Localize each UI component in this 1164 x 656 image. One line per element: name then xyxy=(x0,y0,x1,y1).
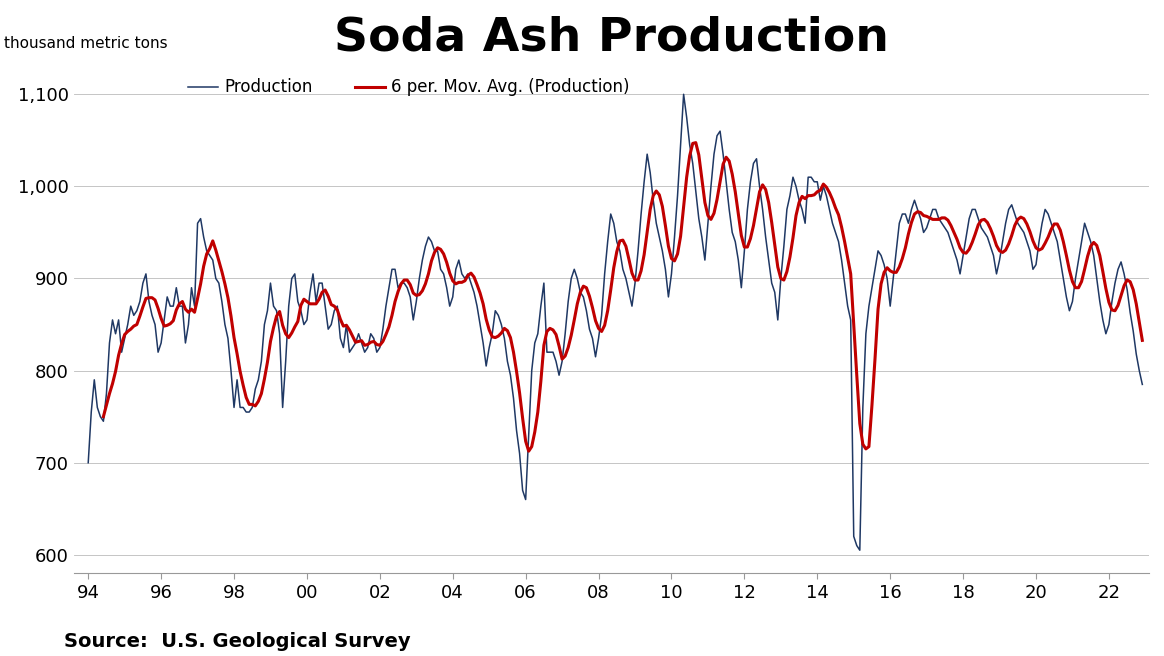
Line: 6 per. Mov. Avg. (Production): 6 per. Mov. Avg. (Production) xyxy=(104,142,1142,451)
Production xyxy=(580,307,594,315)
Text: thousand metric tons: thousand metric tons xyxy=(3,36,168,51)
6 per. Mov. Avg. (Production) xyxy=(461,272,475,279)
6 per. Mov. Avg. (Production) xyxy=(580,284,594,292)
Line: Production: Production xyxy=(88,94,1142,550)
Legend: Production, 6 per. Mov. Avg. (Production): Production, 6 per. Mov. Avg. (Production… xyxy=(182,72,637,103)
Production xyxy=(853,546,867,554)
Production xyxy=(646,196,660,204)
6 per. Mov. Avg. (Production) xyxy=(412,291,426,298)
6 per. Mov. Avg. (Production) xyxy=(646,192,660,199)
Title: Soda Ash Production: Soda Ash Production xyxy=(334,15,889,60)
Production xyxy=(1135,380,1149,388)
Text: Source:  U.S. Geological Survey: Source: U.S. Geological Survey xyxy=(64,632,411,651)
Production xyxy=(676,91,690,98)
6 per. Mov. Avg. (Production) xyxy=(1135,337,1149,344)
6 per. Mov. Avg. (Production) xyxy=(367,337,381,345)
Production xyxy=(367,335,381,342)
Production xyxy=(795,205,809,213)
Production xyxy=(412,275,426,283)
Production xyxy=(461,270,475,278)
Production xyxy=(81,459,95,466)
6 per. Mov. Avg. (Production) xyxy=(792,199,805,207)
